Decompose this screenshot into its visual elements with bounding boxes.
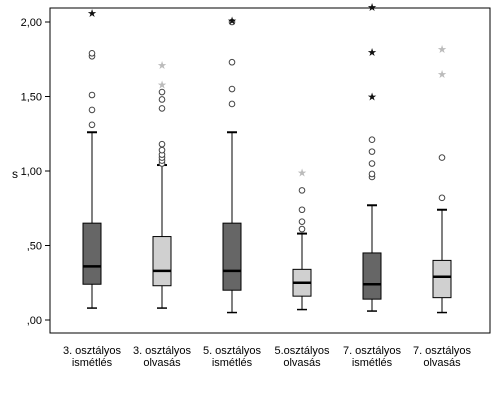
outlier-point — [438, 154, 446, 161]
iqr-box — [362, 252, 382, 300]
y-axis-label: s — [12, 167, 18, 181]
category-label-line1: 7. osztályos — [343, 345, 402, 357]
outlier-point — [158, 146, 166, 154]
box-5: ★ ★ ★ — [362, 1, 382, 312]
y-tick-label: 1,00 — [21, 166, 42, 178]
box-1: ★ — [82, 7, 102, 309]
iqr-box — [432, 259, 452, 299]
extreme-point: ★ — [227, 15, 237, 28]
outlier-point — [368, 160, 376, 167]
category-label-line2: ismétlés — [72, 357, 113, 369]
iqr-box — [152, 236, 172, 287]
outlier-point — [228, 85, 236, 93]
extreme-point: ★ — [157, 79, 167, 92]
outlier-point — [228, 100, 236, 108]
box-4: ★ — [292, 166, 312, 311]
outlier-point — [158, 140, 166, 148]
outlier-point — [88, 49, 96, 57]
outlier-point — [298, 225, 306, 233]
outlier-point — [158, 105, 166, 112]
outlier-point — [298, 206, 306, 214]
outlier-point — [298, 218, 306, 225]
y-tick-label: 2,00 — [21, 17, 42, 29]
y-axis: ,00 ,50 1,00 1,50 2,00 — [21, 17, 50, 327]
outlier-point — [88, 106, 96, 114]
iqr-box — [82, 222, 102, 285]
category-label-line2: ismétlés — [212, 357, 253, 369]
y-tick-label: ,50 — [27, 241, 42, 253]
outlier-point — [298, 187, 306, 194]
category-label-line1: 3. osztályos — [63, 345, 122, 357]
plot-frame — [49, 7, 491, 334]
category-label-line2: olvasás — [283, 357, 321, 369]
boxes-group: ★★★★★★★★★★ — [82, 1, 452, 314]
category-label-line1: 7. osztályos — [413, 345, 472, 357]
extreme-point: ★ — [367, 46, 377, 59]
box-3: ★ — [222, 15, 242, 314]
outlier-point — [438, 194, 446, 202]
extreme-point: ★ — [437, 43, 447, 56]
category-label-line1: 5. osztályos — [203, 345, 262, 357]
extreme-point: ★ — [157, 59, 167, 72]
box-2: ★★ — [152, 59, 172, 309]
outlier-point — [228, 58, 236, 66]
extreme-point: ★ — [437, 68, 447, 81]
outlier-point — [158, 96, 166, 103]
outlier-point — [88, 91, 96, 99]
extreme-point: ★ — [367, 1, 377, 14]
outlier-point — [228, 18, 236, 26]
outlier-point — [368, 170, 376, 178]
extreme-point: ★ — [87, 7, 97, 20]
category-label-line2: ismétlés — [352, 357, 393, 369]
category-label-line2: olvasás — [143, 357, 181, 369]
outlier-point — [368, 148, 376, 155]
extreme-point: ★ — [367, 91, 377, 104]
outlier-point — [368, 136, 376, 144]
y-tick-label: 1,50 — [21, 92, 42, 104]
extreme-point: ★ — [297, 166, 307, 179]
box-6: ★★ — [432, 43, 452, 314]
category-label-line1: 3. osztályos — [133, 345, 192, 357]
outlier-point — [158, 88, 166, 96]
iqr-box — [222, 222, 242, 291]
category-label-line2: olvasás — [423, 357, 461, 369]
category-label-line1: 5.osztályos — [274, 345, 330, 357]
y-tick-label: ,00 — [27, 315, 42, 327]
outlier-point — [88, 121, 96, 129]
